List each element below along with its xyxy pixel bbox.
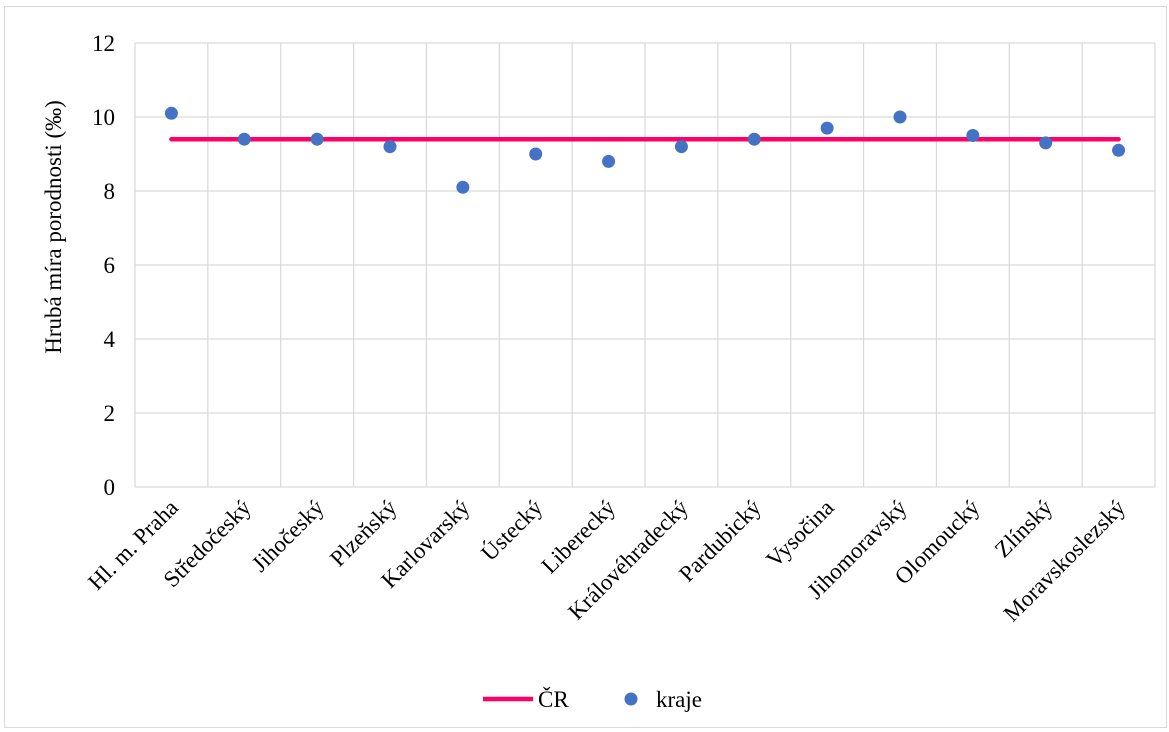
y-tick-label: 6 — [104, 253, 116, 278]
y-tick-label: 0 — [104, 475, 116, 500]
gridlines — [134, 42, 1156, 488]
x-tick-label: Plzeňský — [325, 495, 402, 572]
legend-label-cr: ČR — [538, 686, 569, 712]
data-point — [456, 180, 470, 194]
y-axis-ticks: 0 2 4 6 8 10 12 — [92, 31, 116, 500]
data-point — [529, 147, 543, 161]
data-point — [310, 132, 324, 146]
data-point — [1112, 143, 1126, 157]
data-point — [383, 140, 397, 154]
data-point — [602, 154, 616, 168]
data-point — [966, 129, 980, 142]
data-point — [1039, 136, 1053, 150]
legend: ČR kraje — [483, 686, 702, 712]
data-point — [820, 121, 834, 135]
chart-area: 0 2 4 6 8 10 12 Hl. m. Praha Středočeský Jihočes… — [4, 6, 1167, 728]
data-point — [893, 110, 907, 124]
x-axis-ticks: Hl. m. PrahaStředočeskýJihočeskýPlzeňský… — [83, 494, 1130, 627]
x-tick-label: Moravskoslezský — [999, 495, 1131, 627]
y-axis-label: Hrubá míra porodnosti (‰) — [41, 100, 66, 354]
y-tick-label: 8 — [104, 179, 116, 204]
legend-label-kraje: kraje — [656, 687, 702, 712]
series — [164, 106, 1126, 194]
data-point — [237, 132, 251, 146]
x-tick-label: Ústecký — [476, 494, 548, 566]
legend-dot-swatch — [624, 692, 638, 706]
y-tick-label: 2 — [104, 401, 116, 426]
scatter-chart: 0 2 4 6 8 10 12 Hl. m. PrahaStředočeskýJihočes… — [41, 31, 1156, 712]
data-point — [747, 132, 761, 146]
x-tick-label: Jihočeský — [247, 495, 329, 577]
data-point — [164, 106, 178, 120]
data-point — [674, 140, 688, 154]
y-tick-label: 12 — [92, 31, 115, 56]
y-tick-label: 4 — [104, 327, 116, 352]
x-tick-label: Zlínský — [990, 495, 1058, 563]
y-tick-label: 10 — [92, 105, 115, 130]
